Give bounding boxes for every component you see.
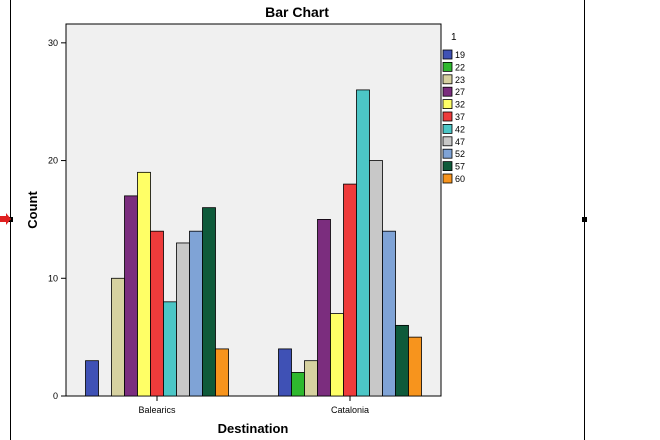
- x-tick-label: Catalonia: [331, 405, 369, 415]
- y-tick-label: 20: [48, 156, 58, 166]
- y-axis-label: Count: [25, 191, 40, 229]
- legend-label-23: 23: [455, 75, 465, 85]
- bar-catalonia-23: [304, 360, 318, 397]
- bar-catalonia-42: [356, 89, 370, 397]
- bar-balearics-19: [85, 360, 99, 397]
- legend-swatch-57: [442, 161, 453, 172]
- y-tick-label: 0: [53, 391, 58, 401]
- bar-catalonia-37: [343, 183, 357, 397]
- bar-balearics-57: [202, 207, 216, 397]
- bar-catalonia-47: [369, 160, 383, 397]
- red-arrow-icon: [0, 213, 11, 225]
- legend-swatch-32: [442, 99, 453, 109]
- chart-title: Bar Chart: [265, 4, 329, 20]
- legend-label-22: 22: [455, 62, 465, 72]
- bar-balearics-23: [111, 277, 125, 397]
- legend-swatch-19: [442, 49, 453, 60]
- y-axis-ticks: 0 10 20 30: [48, 38, 66, 401]
- legend-label-52: 52: [455, 149, 465, 159]
- legend-swatch-23: [442, 74, 453, 85]
- right-resize-handle[interactable]: [582, 217, 587, 222]
- legend-swatch-27: [442, 86, 453, 97]
- bar-catalonia-32: [330, 313, 344, 397]
- y-tick-label: 30: [48, 38, 58, 48]
- bar-catalonia-22: [291, 372, 305, 397]
- bar-balearics-52: [189, 230, 203, 397]
- bar-balearics-47: [176, 242, 190, 397]
- legend-label-37: 37: [455, 112, 465, 122]
- bar-balearics-27: [124, 195, 138, 397]
- y-tick-label: 10: [48, 273, 58, 283]
- x-axis-ticks: Balearics Catalonia: [138, 396, 369, 415]
- bar-catalonia-60: [408, 336, 422, 397]
- legend-label-47: 47: [455, 137, 465, 147]
- legend-swatch-60: [442, 173, 453, 184]
- bar-balearics-60: [215, 348, 229, 397]
- bar-catalonia-57: [395, 324, 409, 397]
- x-tick-label: Balearics: [138, 405, 176, 415]
- legend-swatch-47: [442, 136, 453, 147]
- legend: 19 22 23 27 32 37 42 47 52 57 60: [442, 49, 465, 184]
- legend-label-19: 19: [455, 50, 465, 60]
- x-axis-label: Destination: [218, 421, 289, 436]
- legend-label-42: 42: [455, 124, 465, 134]
- bar-balearics-42: [163, 301, 177, 397]
- legend-label-32: 32: [455, 100, 465, 110]
- bar-catalonia-52: [382, 230, 396, 397]
- bar-balearics-37: [150, 230, 164, 397]
- legend-title: 1: [451, 32, 457, 43]
- bar-catalonia-19: [278, 348, 292, 397]
- bar-catalonia-27: [317, 219, 331, 397]
- bars: [85, 89, 422, 397]
- legend-swatch-22: [442, 62, 453, 72]
- legend-label-27: 27: [455, 87, 465, 97]
- bar-balearics-32: [137, 171, 151, 397]
- legend-swatch-42: [442, 124, 453, 134]
- legend-swatch-37: [442, 111, 453, 122]
- legend-swatch-52: [442, 148, 453, 159]
- legend-label-57: 57: [455, 162, 465, 172]
- legend-label-60: 60: [455, 174, 465, 184]
